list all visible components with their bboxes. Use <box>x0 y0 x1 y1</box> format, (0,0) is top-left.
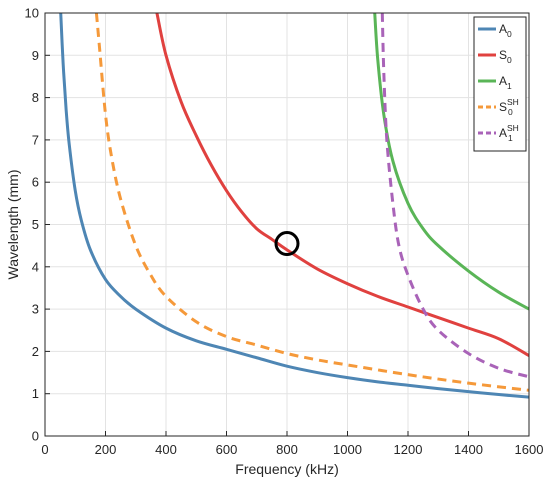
legend-label-s0: S0 <box>499 48 512 65</box>
series-line-a1 <box>373 13 529 311</box>
grid <box>45 13 529 436</box>
x-tick-label: 1600 <box>515 442 544 457</box>
y-tick-label: 4 <box>32 259 39 274</box>
y-axis-label: Wavelength (mm) <box>5 170 21 280</box>
legend-label-a0: A0 <box>499 22 512 39</box>
legend: A0 S0 A1 SSH 0 ASH 1 <box>473 16 527 152</box>
x-tick-label: 1400 <box>454 442 483 457</box>
legend-label-a1: A1 <box>499 74 512 91</box>
x-tick-label: 800 <box>276 442 298 457</box>
x-tick-label: 1200 <box>394 442 423 457</box>
x-axis-label: Frequency (kHz) <box>235 461 338 477</box>
x-tick-label: 400 <box>155 442 177 457</box>
y-tick-label: 8 <box>32 90 39 105</box>
y-tick-label: 10 <box>25 6 39 21</box>
y-tick-label: 7 <box>32 132 39 147</box>
legend-box <box>473 16 527 152</box>
series-group <box>59 13 529 399</box>
legend-label-a1sh: ASH 1 <box>499 123 519 143</box>
y-tick-label: 9 <box>32 48 39 63</box>
series-line-s0 <box>155 13 529 357</box>
highlight-circle-marker <box>274 231 300 257</box>
y-tick-label: 1 <box>32 386 39 401</box>
x-tick-label: 200 <box>95 442 117 457</box>
y-tick-label: 0 <box>32 429 39 444</box>
x-tick-label: 600 <box>216 442 238 457</box>
y-tick-label: 6 <box>32 175 39 190</box>
y-tick-label: 3 <box>32 302 39 317</box>
series-clip-group <box>59 13 529 399</box>
y-tick-label: 2 <box>32 344 39 359</box>
x-tick-label: 0 <box>41 442 48 457</box>
annotation-group <box>274 231 300 257</box>
series-line-a0 <box>59 13 529 399</box>
ticks: 0 200 400 600 800 1000 1200 1400 1600 0 1 2 3 4 5 6 7 8 9 1… <box>25 6 544 458</box>
y-tick-label: 5 <box>32 217 39 232</box>
x-tick-label: 1000 <box>333 442 362 457</box>
series-line-a1sh <box>380 13 529 379</box>
series-line-s0sh <box>94 13 529 392</box>
legend-label-s0sh: SSH 0 <box>499 97 519 117</box>
